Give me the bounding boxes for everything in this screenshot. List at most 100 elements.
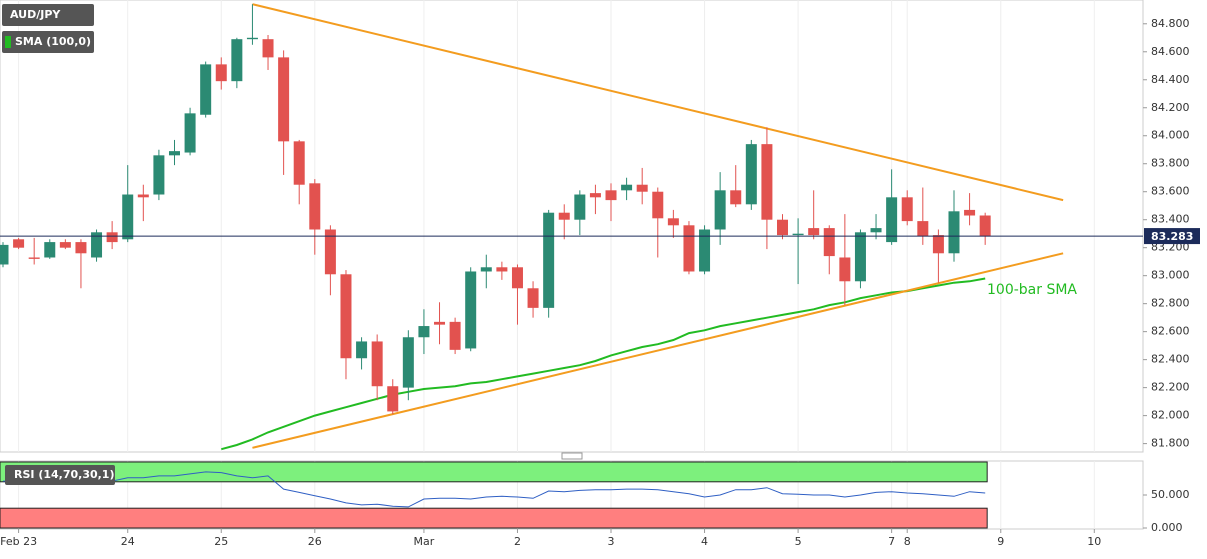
y-tick-label: 82.200 — [1151, 381, 1190, 394]
candle-body — [777, 219, 788, 236]
oversold-band — [0, 507, 988, 529]
candle-body — [340, 274, 352, 359]
candle-body — [465, 271, 477, 349]
candle-body — [745, 144, 757, 205]
y-tick-label: 83.600 — [1151, 185, 1190, 198]
candle-body — [901, 197, 913, 222]
rsi-y-tick-label: 50.000 — [1151, 488, 1190, 501]
y-tick-label: 84.800 — [1151, 17, 1190, 30]
y-tick-label: 84.200 — [1151, 101, 1190, 114]
candle-body — [324, 229, 336, 275]
candle-body — [979, 215, 991, 237]
candle-body — [371, 341, 383, 387]
candle-body — [480, 267, 492, 272]
y-tick-label: 82.600 — [1151, 325, 1190, 338]
candle-body — [730, 190, 742, 205]
candle-body — [262, 39, 274, 58]
rsi-y-tick-label: 0.000 — [1151, 521, 1183, 534]
title-box — [2, 4, 94, 26]
y-tick-label: 81.800 — [1151, 437, 1190, 450]
candle-body — [137, 194, 149, 198]
y-tick-label: 82.000 — [1151, 409, 1190, 422]
candle-body — [511, 267, 523, 289]
candle-body — [28, 257, 40, 259]
x-tick-label: 7 — [888, 535, 895, 548]
candle-body — [75, 242, 87, 254]
candle-body — [621, 184, 633, 191]
last-price-box — [1144, 228, 1200, 245]
candle-body — [231, 39, 243, 82]
trendline — [252, 3, 1064, 202]
candle-body — [605, 190, 617, 201]
candle-body — [153, 155, 165, 195]
x-tick-label: 2 — [514, 535, 521, 548]
candle-body — [792, 233, 804, 236]
candle-body — [13, 239, 25, 248]
candle-body — [917, 221, 929, 237]
x-tick-label: Feb 23 — [0, 535, 37, 548]
y-tick-label: 82.400 — [1151, 353, 1190, 366]
candle-body — [699, 229, 711, 272]
candle-body — [964, 209, 976, 216]
candle-body — [808, 228, 820, 236]
candle-body — [854, 232, 866, 282]
candle-body — [932, 235, 944, 254]
sma-line — [221, 277, 986, 451]
chart-title: AUD/JPY — [10, 8, 61, 21]
candle-body — [106, 232, 118, 243]
x-tick-label: 9 — [997, 535, 1004, 548]
x-tick-label: 3 — [608, 535, 615, 548]
x-tick-label: 24 — [121, 535, 135, 548]
candle-body — [59, 242, 71, 248]
sma-legend-box — [2, 31, 94, 53]
candle-body — [496, 267, 508, 272]
sma-legend-swatch — [5, 36, 11, 48]
candle-body — [91, 232, 103, 258]
candle-body — [839, 257, 851, 282]
rsi-line — [3, 471, 986, 508]
candle-body — [0, 244, 9, 265]
y-tick-label: 83.400 — [1151, 213, 1190, 226]
x-tick-label: Mar — [414, 535, 435, 548]
candle-body — [184, 113, 196, 153]
trendline — [252, 252, 1064, 449]
candle-body — [683, 225, 695, 272]
candle-body — [434, 321, 446, 325]
rsi-title: RSI (14,70,30,1) — [14, 468, 114, 481]
candle-body — [652, 191, 664, 219]
candle-body — [168, 151, 180, 156]
y-tick-label: 84.600 — [1151, 45, 1190, 58]
sma-legend: SMA (100,0) — [15, 35, 91, 48]
candle-body — [527, 288, 539, 308]
candle-body — [870, 228, 882, 233]
y-tick-label: 84.400 — [1151, 73, 1190, 86]
candle-body — [543, 212, 555, 308]
y-tick-label: 83.800 — [1151, 157, 1190, 170]
pane-handle — [561, 452, 583, 460]
candle-body — [574, 194, 586, 220]
x-tick-label: 25 — [214, 535, 228, 548]
candle-body — [636, 184, 648, 192]
y-tick-label: 82.800 — [1151, 297, 1190, 310]
x-tick-label: 26 — [308, 535, 322, 548]
y-tick-label: 83.000 — [1151, 269, 1190, 282]
candle-body — [714, 190, 726, 230]
candle-body — [246, 37, 258, 40]
candle-body — [122, 194, 134, 240]
x-tick-label: 4 — [701, 535, 708, 548]
candle-body — [589, 193, 601, 198]
x-tick-label: 8 — [904, 535, 911, 548]
candle-body — [200, 64, 212, 115]
x-tick-label: 10 — [1087, 535, 1101, 548]
candle-body — [418, 326, 430, 338]
last-price-label: 83.283 — [1151, 230, 1193, 243]
candle-body — [948, 211, 960, 254]
candle-body — [387, 386, 399, 412]
candle-body — [309, 183, 321, 230]
rsi-legend-box — [5, 465, 115, 485]
overbought-band — [0, 461, 988, 483]
main-pane — [0, 0, 1144, 453]
candle-body — [761, 144, 773, 220]
candle-body — [449, 321, 461, 350]
